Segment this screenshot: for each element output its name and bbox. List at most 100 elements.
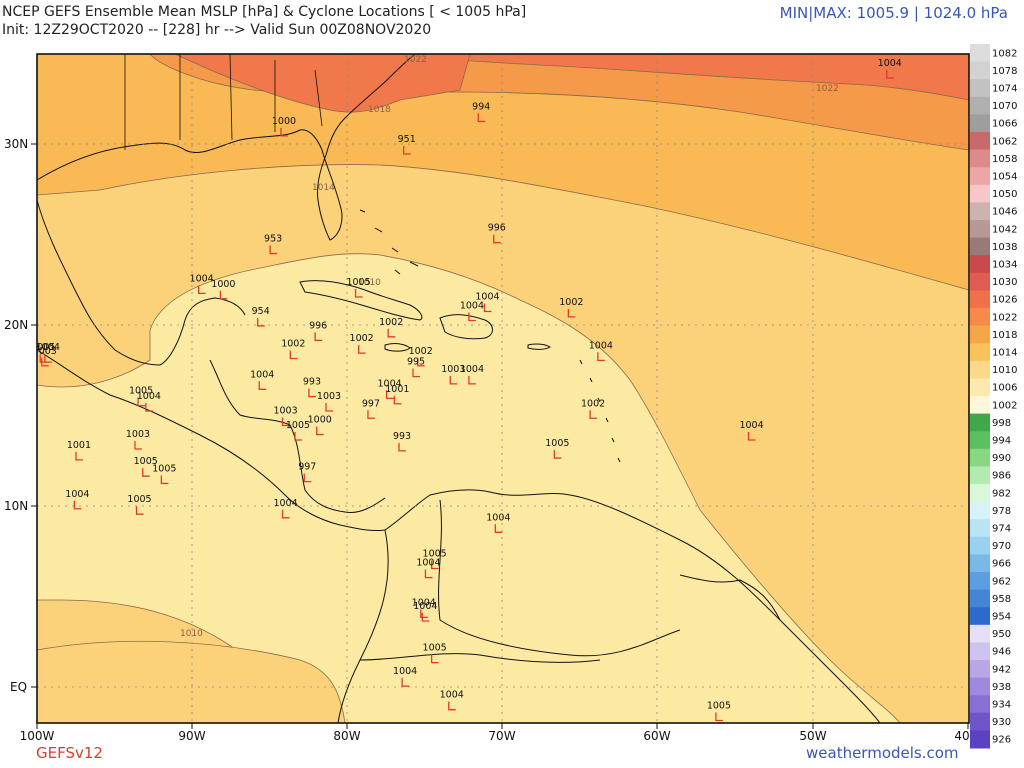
colorbar-swatch [970,61,990,80]
cyclone-pressure-label: 1005 [707,701,731,712]
isobar-label: 1010 [358,278,381,288]
central-america-pacific [37,349,386,531]
lon-label-80w: 80W [333,729,360,743]
colorbar-swatch [970,536,990,555]
colorbar-label: 1026 [992,295,1017,306]
colorbar-label: 990 [992,453,1011,464]
cyclone-marker: 1004 [137,391,161,412]
cyclone-l-icon [431,560,439,570]
colorbar-swatch [970,149,990,168]
cyclone-l-icon [494,524,503,533]
us-coastline [37,54,416,241]
cyclone-marker: 1000 [308,415,332,436]
colorbar-swatch [970,44,990,63]
cyclone-marker: 1004 [250,369,274,390]
cyclone-marker: 1004 [739,420,764,441]
cyclone-pressure-label: 1004 [413,601,437,612]
cyclone-l-icon [567,308,576,318]
colorbar-swatch [970,712,990,731]
cyclone-marker: 1005 [545,438,569,459]
cyclone-l-icon [303,473,312,483]
cyclone-l-icon [316,426,324,436]
cyclone-l-icon [325,403,334,412]
cyclone-marker: 954 [252,306,270,327]
cyclone-marker: 953 [264,234,282,255]
lon-label-60w: 60W [643,729,670,743]
cyclone-pressure-label: 1005 [545,438,569,449]
cyclone-pressure-label: 994 [472,101,490,112]
cyclone-l-icon [417,357,425,367]
cyclone-marker: 1005 [346,277,371,298]
isobar-labels: 1022 1022 1018 1014 1010 1010 [180,55,839,639]
colorbar-swatch [970,572,990,591]
colorbar-swatch [970,484,990,503]
cyclone-pressure-label: 996 [488,223,506,234]
colorbar-label: 930 [992,717,1011,728]
cyclone-marker: 1005 [134,456,158,477]
cyclone-pressure-label: 1003 [273,406,297,417]
colorbar-swatch [970,554,990,573]
axis-ticks [31,143,969,729]
colorbar-label: 1010 [992,365,1017,376]
cyclone-pressure-label: 1005 [134,456,158,467]
cyclone-l-icon [715,712,723,722]
lon-label-50w: 50W [799,729,826,743]
cyclone-pressure-label: 1004 [250,369,274,380]
cyclone-l-icon [553,450,562,459]
cyclone-pressure-label: 1002 [559,297,583,308]
cyclone-l-icon [367,410,375,419]
colorbar-label: 1058 [992,154,1017,165]
cyclone-l-icon [393,395,402,405]
us-state-lines [124,54,323,150]
cyclone-l-icon [477,113,486,123]
cyclone-pressure-label: 1004 [589,340,613,351]
pressure-band-1006 [37,253,901,723]
model-label: GEFSv12 [36,744,103,762]
pressure-band-1010-southwest [37,640,346,723]
colorbar-label: 982 [992,488,1011,499]
colorbar-label: 934 [992,700,1011,711]
colorbar-label: 1038 [992,242,1017,253]
colorbar-label: 1034 [992,260,1017,271]
colorbar-swatch [970,360,990,379]
cyclone-l-icon [73,500,82,510]
map-fill-layer [37,54,969,723]
lat-label-10n: 10N [4,499,28,513]
colorbar-swatch [970,448,990,467]
cyclone-marker: 1005 [707,701,731,722]
lat-label-eq: EQ [10,680,27,694]
cyclone-marker: 1003 [126,429,150,450]
colorbar-label: 986 [992,471,1011,482]
cyclone-marker: 1004 [878,58,902,79]
colorbar-label: 946 [992,647,1011,658]
cyclone-marker: 1003 [273,406,298,427]
cyclone-marker: 951 [398,134,416,155]
colorbar-swatch [970,624,990,643]
cyclone-marker: 1002 [581,398,605,419]
cyclone-l-icon [135,506,144,515]
cyclone-marker: 1004 [393,666,417,687]
colorbar-label: 998 [992,418,1011,429]
colorbar-swatch [970,695,990,714]
mexico-coastline [37,199,246,366]
cyclone-marker: 1002 [559,297,583,318]
cyclone-l-icon [41,357,49,367]
cuba [299,280,423,321]
cyclone-l-icon [493,234,501,244]
cyclone-pressure-label: 1003 [33,346,57,357]
cyclone-marker: 1004 [412,597,436,619]
cyclone-pressure-label: 1004 [739,420,763,431]
colorbar-label: 1070 [992,101,1017,112]
colorbar-swatch [970,237,990,256]
cyclone-l-icon [449,375,458,385]
venezuela-border [438,499,681,657]
colorbar-swatch [970,519,990,538]
colorbar-swatch [970,79,990,98]
colorbar-swatch [970,501,990,520]
cyclone-marker: 997 [362,398,380,419]
colorbar-swatch [970,413,990,432]
cyclone-marker: 994 [472,101,490,123]
central-america-caribbean [209,359,386,514]
colorbar-swatch [970,607,990,626]
